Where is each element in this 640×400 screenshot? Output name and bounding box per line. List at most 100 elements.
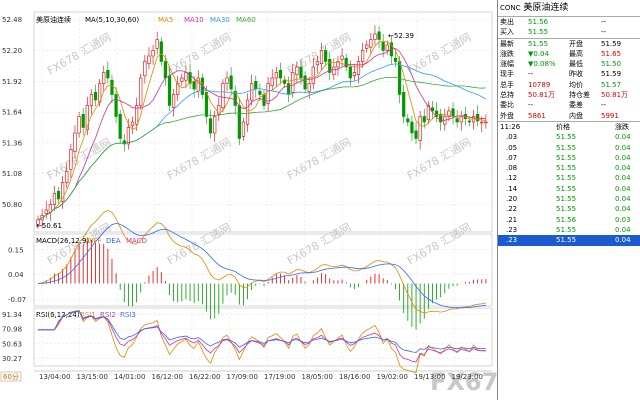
quote-row: 卖出 51.56 -- (498, 17, 640, 27)
tick-row[interactable]: .23 51.55 0.04 (498, 225, 640, 235)
tick-cell: 51.55 (556, 195, 577, 204)
watermark-large: FX678 汇通网 (430, 368, 497, 396)
candle-body (130, 121, 135, 126)
ma60-line (37, 77, 486, 221)
period-box (0, 371, 22, 382)
macd-legend-item: DIFF (86, 237, 102, 245)
candle-body (356, 61, 361, 75)
tick-cell: 51.55 (556, 225, 577, 234)
tick-cell: .12 (506, 174, 518, 183)
high-marker: ←52.39 (388, 32, 414, 40)
tick-cell: 0.04 (615, 153, 631, 162)
tick-row[interactable]: .20 51.55 0.04 (498, 194, 640, 204)
tick-row[interactable]: .21 51.56 0.03 (498, 215, 640, 225)
chart-title: 美原油连续 (36, 15, 71, 24)
candle-body (245, 99, 250, 125)
chart-area[interactable]: FX678 汇通网 FX678 汇通网 FX678 汇通网 FX678 汇通网 FX67… (0, 0, 498, 400)
macd-legend-item: MACD (126, 237, 147, 245)
tick-row[interactable]: .08 51.55 0.04 (498, 163, 640, 173)
candle-body (122, 140, 126, 145)
rsi1-line (38, 309, 486, 373)
tick-row[interactable]: .14 51.55 0.04 (498, 184, 640, 194)
quote-row-value: 10789 (528, 80, 551, 89)
tick-list[interactable]: 11:26 价格 涨跌 .03 51.55 0.04 .05 51.55 0.04 .07 51.5… (498, 122, 640, 246)
quote-row-value2: 51.50 (601, 60, 622, 69)
candle-body (65, 171, 69, 183)
candle-body (311, 66, 315, 84)
rsi-y-tick-label: 30.27 (2, 355, 22, 363)
tick-row[interactable]: .23 51.55 0.04 (498, 235, 640, 246)
candle-body (180, 77, 184, 82)
x-tick-label: 13/04:00 (39, 373, 70, 381)
tick-row[interactable]: .05 51.55 0.04 (498, 143, 640, 153)
tick-header: 11:26 价格 涨跌 (498, 122, 640, 132)
tick-header-cell: 涨跌 (615, 122, 629, 131)
candle-body (377, 31, 381, 40)
tick-row[interactable]: .03 51.55 0.04 (498, 132, 640, 142)
candle-body (143, 61, 147, 77)
x-tick-label: 16/22:00 (189, 373, 220, 381)
tick-cell: 51.55 (556, 174, 577, 183)
x-tick-label: 17/19:00 (264, 373, 295, 381)
quote-row-value: 50.81万 (528, 91, 556, 100)
tick-cell: 0.04 (615, 133, 631, 142)
quote-row-label: 买入 (500, 28, 514, 37)
low-marker: ←50.61 (36, 222, 62, 230)
candle-body (176, 83, 180, 95)
watermark-text: FX678 汇通网 (45, 31, 113, 78)
candle-body (213, 116, 217, 134)
quote-row-label2: 开盘 (569, 39, 583, 48)
quote-row: 涨跌 ▼0.04 最高 51.65 (498, 49, 640, 59)
tick-row[interactable]: .07 51.55 0.04 (498, 153, 640, 163)
tick-row[interactable]: .12 51.55 0.04 (498, 173, 640, 183)
candle-body (85, 105, 89, 131)
quote-panel: CONC 美原油连续 卖出 51.56 -- 买入 51.55 -- 最新 51.55 开盘 5… (498, 0, 640, 400)
quote-row-value: 51.55 (528, 39, 549, 48)
tick-cell: 51.55 (556, 184, 577, 193)
quote-row: 涨幅 ▼0.08% 最低 51.50 (498, 59, 640, 69)
candle-body (274, 72, 278, 79)
candle-body (139, 77, 143, 106)
candle-body (159, 41, 163, 62)
candle-body (229, 75, 233, 90)
y-tick-label: 51.08 (2, 170, 22, 178)
tick-cell: .22 (506, 205, 518, 214)
candle-body (426, 105, 430, 121)
candle-body (484, 121, 488, 124)
candle-body (77, 116, 81, 134)
tick-cell: .07 (506, 153, 518, 162)
x-tick-label: 18/16:00 (339, 373, 370, 381)
quote-stats: 最新 51.55 开盘 51.59 涨跌 ▼0.04 最高 51.65 涨幅 ▼0.08% 最低 51… (498, 39, 640, 121)
candle-body (221, 83, 225, 109)
x-tick-label: 13/15:00 (77, 373, 108, 381)
chart-svg[interactable]: FX678 汇通网 FX678 汇通网 FX678 汇通网 FX678 汇通网 FX67… (0, 0, 497, 400)
quote-row-value2: -- (601, 28, 607, 37)
candle-body (295, 66, 299, 75)
tick-cell: 0.04 (615, 143, 631, 152)
quote-row-label2: 昨收 (569, 70, 583, 79)
ma-legend-item: MA5 (158, 16, 173, 24)
candle-body (155, 39, 159, 49)
candle-body (188, 72, 192, 84)
tick-row[interactable]: .22 51.55 0.04 (498, 204, 640, 214)
tick-cell: 51.56 (556, 215, 577, 224)
candle-body (93, 92, 98, 101)
quote-row-value: 51.56 (528, 18, 549, 26)
candle-body (328, 58, 332, 73)
candle-body (434, 110, 439, 117)
tick-cell: 0.04 (615, 184, 631, 193)
quote-row-value: -- (528, 70, 534, 79)
period-label: 60分 (3, 372, 19, 381)
diff-line (37, 209, 486, 314)
candle-body (110, 79, 114, 95)
quote-row-value2: -- (601, 18, 607, 26)
candle-body (73, 132, 77, 153)
tick-cell: 0.04 (615, 205, 631, 214)
quote-row-value: 51.55 (528, 28, 549, 37)
tick-cell: 51.55 (556, 205, 577, 214)
quote-row-label: 总持 (500, 91, 514, 100)
quote-row-value2: 5991 (601, 111, 619, 120)
candle-body (278, 70, 283, 79)
candle-body (217, 105, 221, 115)
quote-row-label2: 内盘 (569, 111, 583, 120)
